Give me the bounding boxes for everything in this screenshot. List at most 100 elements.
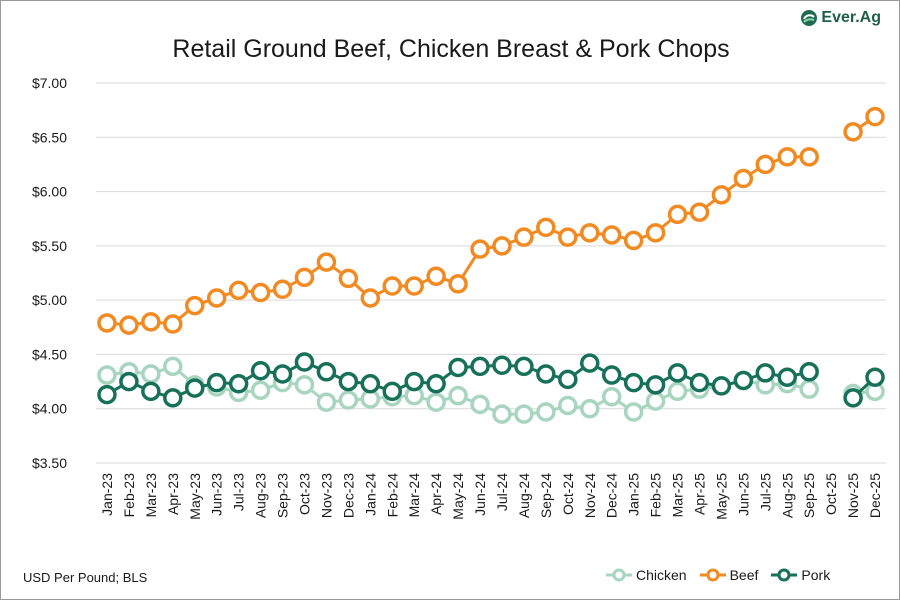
- pork-data-point: [338, 371, 359, 392]
- chicken-data-point: [623, 402, 644, 422]
- chicken-data-point: [426, 392, 446, 412]
- beef-data-point: [601, 225, 622, 245]
- x-tick-label: Dec-25: [867, 473, 883, 518]
- chicken-data-point: [645, 391, 666, 411]
- y-tick-label: $6.50: [32, 129, 67, 145]
- x-tick-label: Jan-25: [626, 473, 642, 516]
- beef-data-point: [119, 315, 139, 335]
- x-tick-label: Feb-25: [648, 473, 664, 518]
- chicken-data-point: [338, 390, 359, 410]
- beef-data-point: [645, 223, 666, 243]
- y-tick-label: $6.00: [32, 184, 67, 200]
- beef-data-point: [206, 288, 227, 308]
- legend-chicken-marker-icon: [606, 568, 632, 582]
- pork-data-point: [843, 388, 863, 408]
- pork-data-point: [272, 364, 293, 384]
- x-tick-label: Nov-23: [318, 473, 334, 518]
- x-tick-label: Jul-23: [231, 473, 247, 511]
- legend-beef-marker-icon: [699, 568, 726, 582]
- x-tick-label: Dec-23: [340, 473, 356, 518]
- y-tick-label: $3.50: [32, 455, 67, 471]
- beef-data-point: [470, 239, 490, 259]
- legend-item-beef: Beef: [699, 567, 758, 583]
- chicken-data-point: [470, 394, 490, 415]
- beef-data-point: [316, 252, 337, 272]
- beef-data-point: [536, 217, 556, 238]
- chicken-data-point: [558, 395, 578, 416]
- pork-data-point: [711, 376, 732, 396]
- chicken-data-point: [601, 387, 622, 407]
- beef-data-point: [426, 266, 446, 287]
- y-tick-label: $5.50: [32, 238, 67, 254]
- brand-name: Ever.Ag: [821, 9, 881, 26]
- x-tick-label: Aug-25: [779, 473, 795, 518]
- chart-title: Retail Ground Beef, Chicken Breast & Por…: [172, 35, 730, 63]
- pork-data-point: [448, 357, 468, 378]
- x-tick-label: Mar-25: [670, 473, 686, 518]
- x-tick-label: Oct-23: [296, 473, 312, 515]
- x-tick-label: Aug-24: [516, 473, 532, 518]
- beef-data-point: [360, 288, 381, 308]
- pork-data-point: [514, 356, 534, 377]
- chicken-data-point: [97, 365, 117, 385]
- x-tick-label: Oct-24: [560, 473, 576, 515]
- beef-data-point: [250, 282, 271, 303]
- beef-data-point: [338, 268, 359, 289]
- pork-data-point: [360, 373, 381, 394]
- chicken-data-point: [316, 392, 337, 412]
- pork-data-point: [865, 367, 885, 387]
- pork-data-point: [163, 388, 183, 408]
- pork-data-point: [294, 352, 315, 372]
- beef-data-point: [404, 276, 424, 296]
- x-tick-label: Nov-24: [582, 473, 598, 518]
- x-tick-label: Jul-25: [757, 473, 773, 511]
- x-tick-label: Jul-24: [494, 473, 510, 511]
- x-tick-label: May-24: [450, 473, 466, 520]
- pork-data-point: [536, 364, 556, 384]
- chicken-data-point: [799, 379, 819, 399]
- chart-legend: Chicken Beef Pork: [605, 567, 842, 583]
- x-tick-label: Mar-24: [406, 473, 422, 518]
- legend-label-pork: Pork: [801, 567, 831, 583]
- x-tick-label: Aug-23: [253, 473, 269, 518]
- x-tick-label: Jun-25: [735, 473, 751, 516]
- chicken-data-point: [492, 404, 512, 424]
- chicken-data-point: [294, 375, 315, 395]
- y-tick-label: $5.00: [32, 292, 67, 308]
- beef-data-point: [689, 202, 710, 222]
- pork-data-point: [755, 363, 776, 383]
- chicken-data-point: [250, 380, 271, 401]
- beef-data-point: [492, 236, 512, 256]
- pork-data-point: [185, 378, 205, 398]
- beef-data-point: [448, 274, 468, 294]
- beef-data-point: [580, 223, 600, 243]
- pork-data-point: [141, 381, 161, 402]
- x-tick-label: Oct-25: [823, 473, 839, 515]
- beef-data-point: [558, 227, 578, 247]
- chicken-data-point: [163, 356, 183, 377]
- beef-data-point: [514, 227, 534, 247]
- beef-data-point: [843, 122, 863, 142]
- legend-label-chicken: Chicken: [636, 567, 687, 583]
- chicken-data-point: [667, 381, 688, 402]
- brand-logo: Ever.Ag: [800, 9, 881, 27]
- pork-data-point: [316, 362, 337, 382]
- pork-data-point: [645, 375, 666, 395]
- legend-pork-marker-icon: [771, 568, 798, 582]
- chicken-data-point: [580, 398, 600, 419]
- beef-data-point: [667, 204, 688, 225]
- chicken-data-point: [536, 402, 556, 422]
- x-tick-label: Sep-24: [538, 473, 554, 518]
- pork-data-point: [97, 384, 117, 405]
- pork-data-point: [580, 353, 600, 373]
- x-tick-label: May-23: [187, 473, 203, 520]
- x-tick-label: Sep-25: [801, 473, 817, 518]
- pork-data-point: [623, 372, 644, 393]
- pork-data-point: [601, 365, 622, 385]
- chicken-data-point: [141, 364, 161, 384]
- x-tick-label: Feb-24: [384, 473, 400, 518]
- source-note: USD Per Pound; BLS: [23, 570, 148, 585]
- x-tick-label: May-25: [713, 473, 729, 520]
